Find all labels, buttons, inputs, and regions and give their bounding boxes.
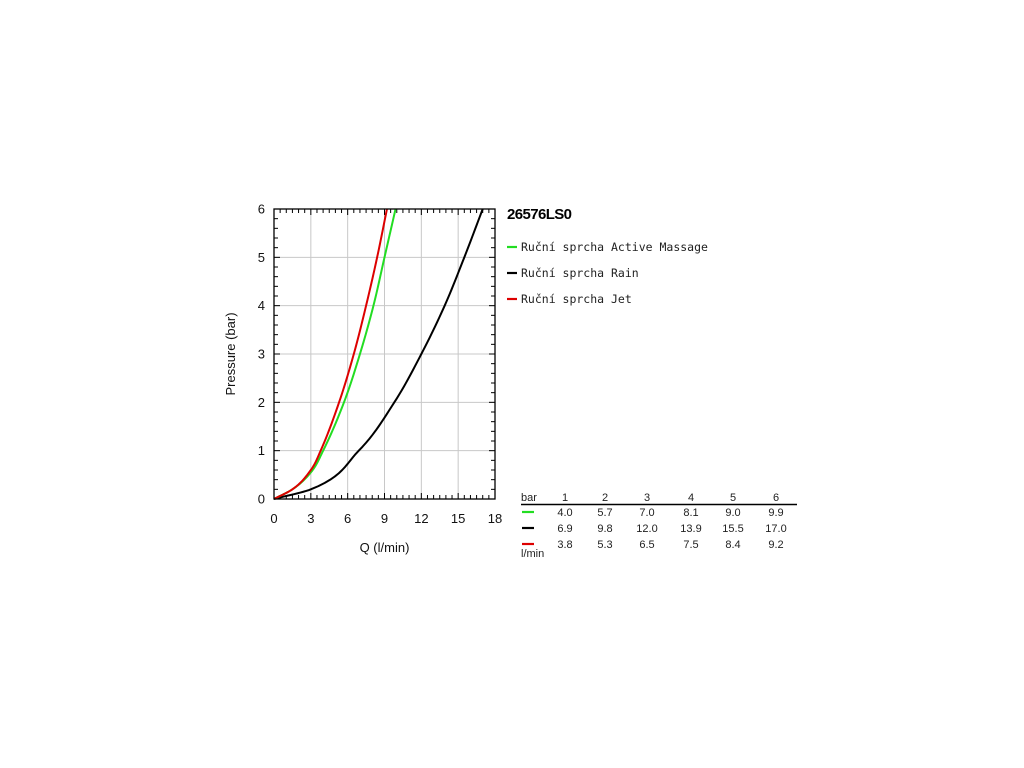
series-line bbox=[273, 208, 484, 500]
series-lines bbox=[273, 208, 484, 500]
y-tick-label: 4 bbox=[258, 298, 265, 313]
table-cell: 8.1 bbox=[683, 507, 698, 519]
legend: Ruční sprcha Active Massage Ruční sprcha … bbox=[507, 240, 708, 306]
table-column-header: 4 bbox=[688, 492, 694, 504]
y-axis-label: Pressure (bar) bbox=[223, 312, 238, 395]
table-unit-label: l/min bbox=[521, 548, 544, 560]
table-header-label: bar bbox=[521, 492, 537, 504]
y-tick-label: 6 bbox=[258, 202, 265, 217]
table-cell: 7.0 bbox=[639, 507, 654, 519]
y-tick-label: 1 bbox=[258, 443, 265, 458]
y-tick-label: 5 bbox=[258, 250, 265, 265]
x-tick-label: 9 bbox=[381, 511, 388, 526]
legend-entry: Ruční sprcha Active Massage bbox=[521, 240, 708, 254]
x-axis-label: Q (l/min) bbox=[360, 540, 410, 555]
table-cell: 9.8 bbox=[597, 523, 612, 535]
data-table: bar 1 2 3 4 5 6 4.0 5.7 7.0 8.1 9.0 9.9 6.9 9.8 12.0 13.… bbox=[521, 492, 797, 560]
table-column-header: 2 bbox=[602, 492, 608, 504]
legend-entry: Ruční sprcha Jet bbox=[521, 292, 632, 306]
table-column-header: 6 bbox=[773, 492, 779, 504]
table-cell: 3.8 bbox=[557, 539, 572, 551]
table-cell: 12.0 bbox=[636, 523, 657, 535]
table-cell: 5.7 bbox=[597, 507, 612, 519]
legend-entry: Ruční sprcha Rain bbox=[521, 266, 639, 280]
y-tick-label: 2 bbox=[258, 395, 265, 410]
y-tick-labels: 0 1 2 3 4 5 6 bbox=[258, 202, 265, 507]
x-tick-label: 12 bbox=[414, 511, 428, 526]
x-tick-label: 15 bbox=[451, 511, 465, 526]
table-cell: 9.9 bbox=[768, 507, 783, 519]
table-cell: 6.5 bbox=[639, 539, 654, 551]
table-cell: 5.3 bbox=[597, 539, 612, 551]
table-cell: 17.0 bbox=[765, 523, 786, 535]
table-cell: 7.5 bbox=[683, 539, 698, 551]
y-tick-label: 0 bbox=[258, 492, 265, 507]
table-column-header: 5 bbox=[730, 492, 736, 504]
chart-title: 26576LS0 bbox=[507, 206, 572, 223]
x-tick-labels: 0 3 6 9 12 15 18 bbox=[270, 511, 502, 526]
table-cell: 9.2 bbox=[768, 539, 783, 551]
series-line bbox=[273, 208, 388, 500]
table-cell: 6.9 bbox=[557, 523, 572, 535]
table-cell: 13.9 bbox=[680, 523, 701, 535]
x-tick-label: 3 bbox=[307, 511, 314, 526]
table-cell: 4.0 bbox=[557, 507, 572, 519]
table-cell: 15.5 bbox=[722, 523, 743, 535]
plot-frame bbox=[273, 208, 496, 500]
grid bbox=[274, 209, 495, 499]
x-tick-label: 6 bbox=[344, 511, 351, 526]
table-column-header: 1 bbox=[562, 492, 568, 504]
x-tick-label: 18 bbox=[488, 511, 502, 526]
x-tick-label: 0 bbox=[270, 511, 277, 526]
y-tick-label: 3 bbox=[258, 347, 265, 362]
table-column-header: 3 bbox=[644, 492, 650, 504]
table-cell: 9.0 bbox=[725, 507, 740, 519]
table-cell: 8.4 bbox=[725, 539, 740, 551]
